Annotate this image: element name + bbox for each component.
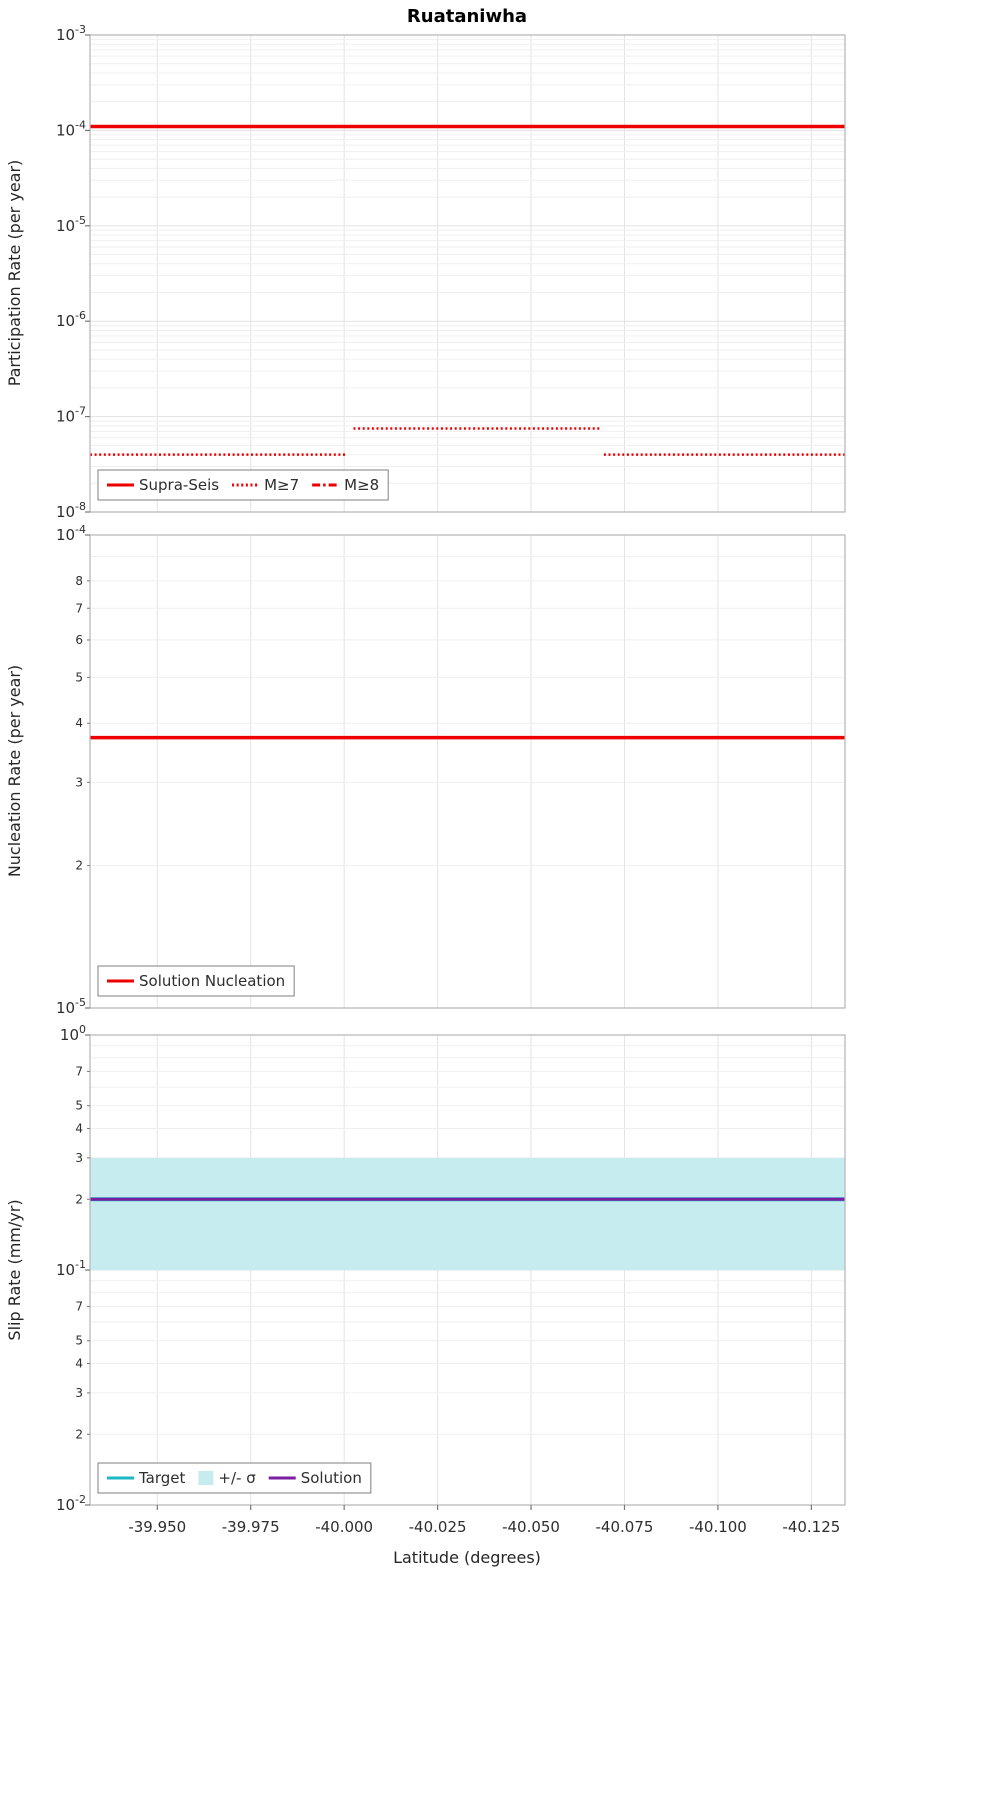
panel-frame bbox=[89, 534, 846, 1009]
x-tick-label: -40.050 bbox=[502, 1518, 560, 1536]
y-minor-tick-label: 7 bbox=[75, 1299, 83, 1313]
y-tick-label: 10-4 bbox=[56, 523, 86, 544]
y-tick-label: 10-5 bbox=[56, 996, 86, 1017]
y-minor-tick-label: 2 bbox=[75, 1192, 83, 1206]
legend-label: M≥8 bbox=[344, 476, 379, 494]
y-tick-label: 10-1 bbox=[56, 1258, 86, 1279]
y-tick-label: 10-4 bbox=[56, 118, 86, 139]
y-tick-label: 10-6 bbox=[56, 309, 86, 330]
x-tick-label: -40.075 bbox=[596, 1518, 654, 1536]
y-minor-tick-label: 4 bbox=[75, 1122, 83, 1136]
legend-label: +/- σ bbox=[218, 1469, 256, 1487]
plot-background bbox=[90, 535, 845, 1008]
y-minor-tick-label: 5 bbox=[75, 670, 83, 684]
x-tick-label: -40.000 bbox=[315, 1518, 373, 1536]
y-minor-tick-label: 7 bbox=[75, 1064, 83, 1078]
y-minor-tick-label: 4 bbox=[75, 716, 83, 730]
y-minor-tick-label: 6 bbox=[75, 633, 83, 647]
legend-label: Solution bbox=[301, 1469, 362, 1487]
ylabel-nucleation: Nucleation Rate (per year) bbox=[5, 665, 24, 877]
legend-label: M≥7 bbox=[264, 476, 299, 494]
ylabel-participation: Participation Rate (per year) bbox=[5, 160, 24, 387]
y-tick-label: 100 bbox=[60, 1023, 86, 1044]
legend: Target +/- σ Solution bbox=[97, 1462, 372, 1494]
y-minor-tick-label: 4 bbox=[75, 1357, 83, 1371]
y-minor-tick-label: 5 bbox=[75, 1099, 83, 1113]
figure-title: Ruataniwha bbox=[407, 6, 527, 27]
y-minor-tick-label: 2 bbox=[75, 859, 83, 873]
panel-frame bbox=[89, 34, 846, 513]
x-tick-label: -39.975 bbox=[222, 1518, 280, 1536]
y-minor-tick-label: 3 bbox=[75, 1386, 83, 1400]
y-minor-tick-label: 5 bbox=[75, 1334, 83, 1348]
uncertainty-band bbox=[90, 1157, 845, 1270]
panel-participation: 10-3 10-4 10-5 10-6 10-7 10-8 Supra-Seis M≥7 M≥8 bbox=[56, 23, 846, 521]
panels-group: 10-3 10-4 10-5 10-6 10-7 10-8 Supra-Seis M≥7 M≥8… bbox=[56, 23, 846, 1536]
y-minor-tick-label: 3 bbox=[75, 1151, 83, 1165]
y-minor-tick-label: 3 bbox=[75, 775, 83, 789]
legend-label: Target bbox=[138, 1469, 186, 1487]
y-tick-label: 10-3 bbox=[56, 23, 86, 44]
x-tick-label: -40.100 bbox=[689, 1518, 747, 1536]
x-tick-label: -39.950 bbox=[128, 1518, 186, 1536]
plot-background bbox=[90, 35, 845, 512]
legend-patch bbox=[198, 1471, 214, 1485]
x-tick-label: -40.125 bbox=[782, 1518, 840, 1536]
ylabel-slip: Slip Rate (mm/yr) bbox=[5, 1199, 24, 1340]
y-tick-label: 10-5 bbox=[56, 214, 86, 235]
legend-label: Supra-Seis bbox=[139, 476, 219, 494]
legend-label: Solution Nucleation bbox=[139, 972, 285, 990]
y-tick-label: 10-7 bbox=[56, 405, 86, 426]
y-minor-tick-label: 7 bbox=[75, 601, 83, 615]
legend: Solution Nucleation bbox=[97, 965, 295, 997]
xlabel: Latitude (degrees) bbox=[393, 1548, 541, 1567]
legend-box bbox=[97, 1462, 372, 1494]
panel-slip-rate: 100 10-1 10-2 7 5 4 3 2 7 5 4 3 2 -39.950 -39.975 -40.0… bbox=[56, 1023, 846, 1536]
panel-nucleation: 10-4 10-5 8 7 6 5 4 3 2 Solution Nucleation bbox=[56, 523, 846, 1017]
legend: Supra-Seis M≥7 M≥8 bbox=[97, 469, 389, 501]
y-minor-tick-label: 2 bbox=[75, 1427, 83, 1441]
y-tick-label: 10-8 bbox=[56, 500, 86, 521]
x-tick-label: -40.025 bbox=[409, 1518, 467, 1536]
y-tick-label: 10-2 bbox=[56, 1493, 86, 1514]
y-minor-tick-label: 8 bbox=[75, 574, 83, 588]
